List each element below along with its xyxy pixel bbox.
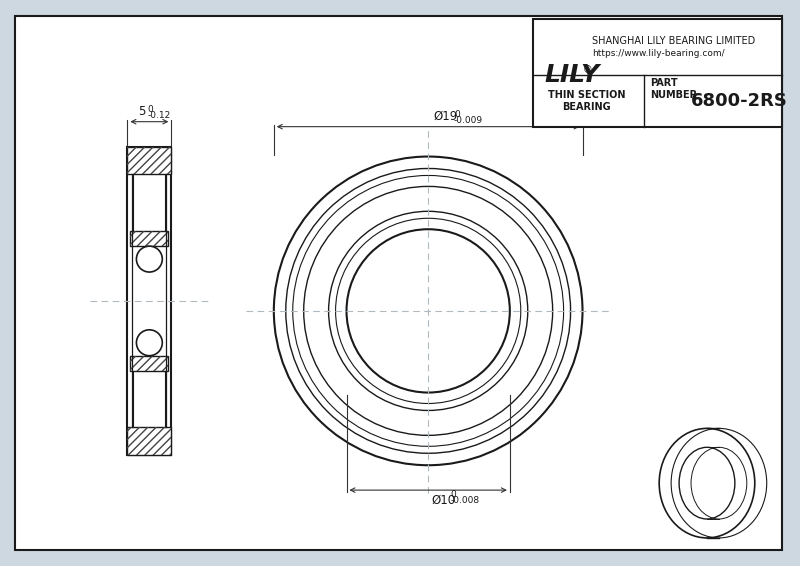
Text: PART
NUMBER: PART NUMBER <box>650 78 698 100</box>
Bar <box>130 231 168 246</box>
Bar <box>127 147 171 174</box>
Bar <box>127 147 171 455</box>
Circle shape <box>137 246 162 272</box>
Text: Ø19: Ø19 <box>433 110 458 123</box>
Text: SHANGHAI LILY BEARING LIMITED: SHANGHAI LILY BEARING LIMITED <box>593 36 756 46</box>
Bar <box>130 231 168 246</box>
Circle shape <box>137 330 162 355</box>
Text: LILY: LILY <box>545 63 600 87</box>
Text: Ø10: Ø10 <box>431 494 455 507</box>
Bar <box>127 427 171 455</box>
Text: https://www.lily-bearing.com/: https://www.lily-bearing.com/ <box>593 49 725 58</box>
Text: -0.12: -0.12 <box>147 111 170 119</box>
Text: ®: ® <box>582 65 592 75</box>
Bar <box>127 427 171 455</box>
Bar <box>127 147 171 174</box>
Text: -0.009: -0.009 <box>454 115 483 125</box>
Bar <box>533 19 782 127</box>
Text: 0: 0 <box>147 105 153 114</box>
Text: 0: 0 <box>454 110 460 119</box>
Text: 5: 5 <box>138 105 146 118</box>
Bar <box>130 355 168 371</box>
Text: -0.008: -0.008 <box>450 496 479 505</box>
Bar <box>130 355 168 371</box>
Text: 0: 0 <box>450 490 456 499</box>
Text: THIN SECTION
BEARING: THIN SECTION BEARING <box>548 90 626 112</box>
Text: 6800-2RS: 6800-2RS <box>690 92 787 110</box>
